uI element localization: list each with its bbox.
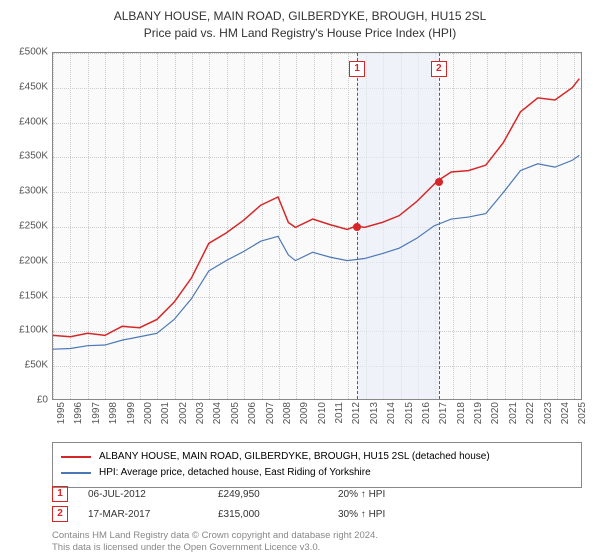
y-tick-label: £0 (0, 395, 48, 406)
event-row-2: 2 17-MAR-2017 £315,000 30% ↑ HPI (52, 506, 582, 522)
x-tick-label: 2013 (369, 402, 380, 424)
x-tick-label: 2009 (299, 402, 310, 424)
footer-line2: This data is licensed under the Open Gov… (52, 542, 582, 554)
x-tick-label: 2004 (212, 402, 223, 424)
x-tick-label: 2024 (560, 402, 571, 424)
x-tick-label: 2014 (386, 402, 397, 424)
legend-label-property: ALBANY HOUSE, MAIN ROAD, GILBERDYKE, BRO… (99, 449, 490, 465)
y-tick-label: £450K (0, 81, 48, 92)
x-tick-label: 1996 (73, 402, 84, 424)
event-price-1: £249,950 (218, 489, 318, 500)
legend-swatch-hpi (61, 472, 91, 474)
x-tick-label: 2006 (247, 402, 258, 424)
x-tick-label: 2010 (317, 402, 328, 424)
x-tick-label: 2012 (351, 402, 362, 424)
y-tick-label: £150K (0, 290, 48, 301)
chart: 12 £0£50K£100K£150K£200K£250K£300K£350K£… (52, 52, 582, 400)
y-tick-label: £200K (0, 255, 48, 266)
series-property (53, 79, 579, 337)
x-tick-label: 2015 (404, 402, 415, 424)
title-line1: ALBANY HOUSE, MAIN ROAD, GILBERDYKE, BRO… (0, 8, 600, 25)
x-tick-label: 1995 (56, 402, 67, 424)
legend-label-hpi: HPI: Average price, detached house, East… (99, 465, 371, 481)
y-tick-label: £500K (0, 47, 48, 58)
x-tick-label: 2016 (421, 402, 432, 424)
x-tick-label: 2008 (282, 402, 293, 424)
chart-title: ALBANY HOUSE, MAIN ROAD, GILBERDYKE, BRO… (0, 0, 600, 42)
x-tick-label: 2020 (490, 402, 501, 424)
x-tick-label: 2018 (456, 402, 467, 424)
y-tick-label: £400K (0, 116, 48, 127)
x-tick-label: 2017 (438, 402, 449, 424)
y-tick-label: £300K (0, 186, 48, 197)
x-tick-label: 2007 (265, 402, 276, 424)
x-tick-label: 1999 (126, 402, 137, 424)
x-tick-label: 2022 (525, 402, 536, 424)
x-tick-label: 2025 (577, 402, 588, 424)
y-tick-label: £100K (0, 325, 48, 336)
event-date-1: 06-JUL-2012 (88, 489, 198, 500)
x-tick-label: 2000 (143, 402, 154, 424)
footer-line1: Contains HM Land Registry data © Crown c… (52, 530, 582, 542)
legend-item-property: ALBANY HOUSE, MAIN ROAD, GILBERDYKE, BRO… (61, 449, 573, 465)
event-marker-2: 2 (52, 506, 68, 522)
series-hpi (53, 155, 579, 349)
event-delta-2: 30% ↑ HPI (338, 509, 438, 520)
event-delta-1: 20% ↑ HPI (338, 489, 438, 500)
x-tick-label: 2023 (543, 402, 554, 424)
event-price-2: £315,000 (218, 509, 318, 520)
y-tick-label: £50K (0, 360, 48, 371)
event-marker-1: 1 (52, 486, 68, 502)
event-date-2: 17-MAR-2017 (88, 509, 198, 520)
x-tick-label: 2001 (160, 402, 171, 424)
event-row-1: 1 06-JUL-2012 £249,950 20% ↑ HPI (52, 486, 582, 502)
title-line2: Price paid vs. HM Land Registry's House … (0, 25, 600, 42)
x-tick-label: 2019 (473, 402, 484, 424)
y-tick-label: £350K (0, 151, 48, 162)
x-tick-label: 2002 (178, 402, 189, 424)
x-tick-label: 2005 (230, 402, 241, 424)
events-table: 1 06-JUL-2012 £249,950 20% ↑ HPI 2 17-MA… (52, 486, 582, 526)
x-tick-label: 2003 (195, 402, 206, 424)
legend: ALBANY HOUSE, MAIN ROAD, GILBERDYKE, BRO… (52, 442, 582, 488)
legend-swatch-property (61, 456, 91, 458)
footer: Contains HM Land Registry data © Crown c… (52, 530, 582, 555)
plot-area: 12 (52, 52, 582, 400)
y-tick-label: £250K (0, 221, 48, 232)
x-tick-label: 1998 (108, 402, 119, 424)
x-tick-label: 2011 (334, 402, 345, 424)
legend-item-hpi: HPI: Average price, detached house, East… (61, 465, 573, 481)
x-tick-label: 2021 (508, 402, 519, 424)
x-tick-label: 1997 (91, 402, 102, 424)
